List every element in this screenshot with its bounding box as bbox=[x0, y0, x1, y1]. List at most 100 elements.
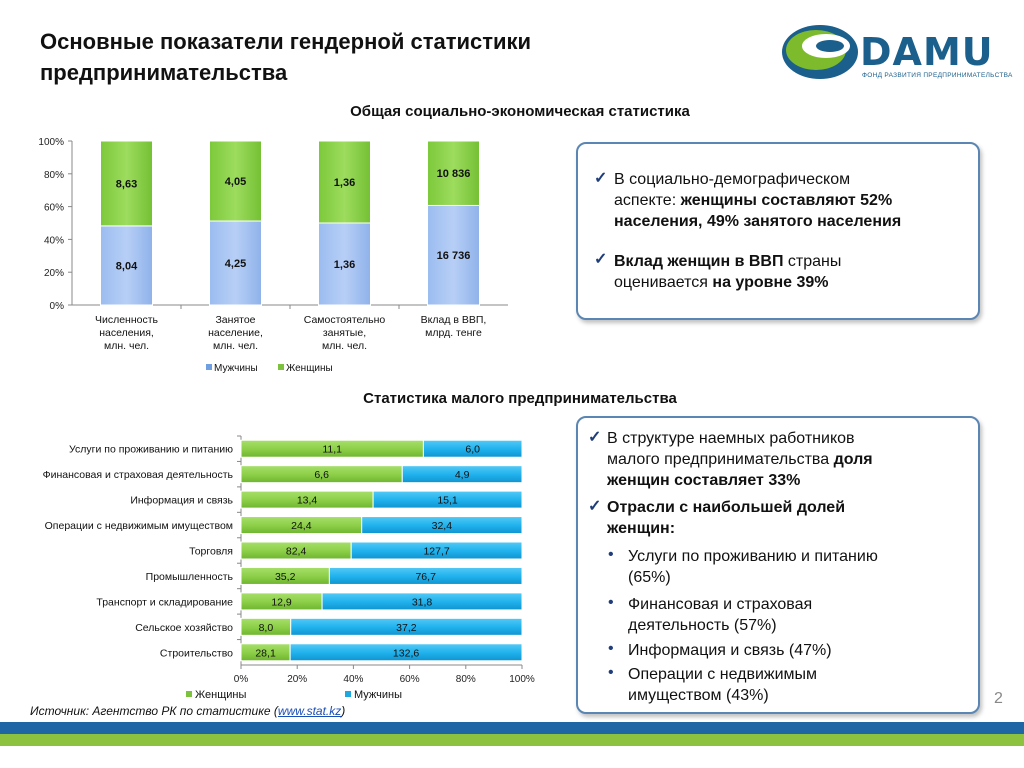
chart2-data-label: 4,9 bbox=[455, 469, 470, 481]
page-number: 2 bbox=[994, 690, 1003, 707]
slide-title-line1: Основные показатели гендерной статистики bbox=[40, 29, 532, 54]
chart1-category-label: население, bbox=[208, 327, 263, 339]
chart2-data-label: 37,2 bbox=[396, 622, 417, 634]
footer-stripe-blue bbox=[0, 722, 1024, 734]
chart2-bar-segment bbox=[361, 516, 523, 535]
logo-subtitle: ФОНД РАЗВИТИЯ ПРЕДПРИНИМАТЕЛЬСТВА bbox=[862, 72, 1013, 79]
chart2-bar-segment bbox=[372, 490, 523, 509]
chart2-legend-swatch-women bbox=[186, 691, 192, 697]
chart2-category-label: Информация и связь bbox=[130, 495, 233, 507]
section1-title: Общая социально-экономическая статистика bbox=[350, 103, 690, 120]
bullet-icon: • bbox=[608, 640, 614, 657]
chart2-bar-segment bbox=[401, 465, 523, 484]
chart2-category-label: Транспорт и складирование bbox=[96, 596, 233, 608]
box1-p2-line1: Вклад женщин в ВВП страны bbox=[614, 251, 841, 272]
source-note: Источник: Агентство РК по статистике (ww… bbox=[30, 704, 345, 718]
box1-p2-bold: Вклад женщин в ВВП bbox=[614, 253, 784, 270]
slide-title-line2: предпринимательства bbox=[40, 60, 288, 85]
box1-p1-text: аспекте: bbox=[614, 192, 681, 209]
chart2-bar-segment bbox=[350, 541, 523, 560]
chart1-data-label: 1,36 bbox=[334, 259, 355, 271]
check-icon: ✓ bbox=[594, 170, 608, 187]
chart1-y-tick-label: 0% bbox=[50, 301, 65, 312]
chart1-category-label: млн. чел. bbox=[104, 340, 149, 352]
chart2-data-label: 35,2 bbox=[275, 571, 296, 583]
chart2-legend-swatch-men bbox=[345, 691, 351, 697]
chart2-data-label: 132,6 bbox=[393, 647, 419, 659]
summary-box-2 bbox=[576, 416, 980, 714]
box2-item-1-line1: Услуги по проживанию и питанию bbox=[628, 548, 878, 565]
chart2-category-label: Услуги по проживанию и питанию bbox=[69, 444, 233, 456]
chart1-category-label: Вклад в ВВП, bbox=[421, 314, 487, 326]
chart2-data-label: 32,4 bbox=[432, 520, 453, 532]
box2-list-item: Операции с недвижимым имуществом (43%) bbox=[628, 664, 817, 706]
box1-paragraph-1: В социально-демографическом аспекте: жен… bbox=[614, 169, 901, 232]
box2-item-2-line2: деятельность (57%) bbox=[628, 617, 777, 634]
chart2-bar-segment bbox=[290, 617, 523, 636]
chart1-legend-swatch-women bbox=[278, 364, 284, 370]
chart1-category-label: млн. чел. bbox=[213, 340, 258, 352]
chart2-data-label: 76,7 bbox=[415, 571, 436, 583]
chart2-category-label: Промышленность bbox=[146, 571, 234, 583]
source-prefix: Источник: Агентство РК по статистике ( bbox=[30, 704, 278, 718]
box2-list-item: Услуги по проживанию и питанию (65%) bbox=[628, 546, 878, 588]
chart1-category-label: Занятое bbox=[215, 314, 255, 326]
chart2-bar-segment bbox=[289, 643, 523, 662]
source-link[interactable]: www.stat.kz bbox=[277, 704, 342, 718]
chart1-bar-segment bbox=[100, 225, 153, 306]
source-suffix: ) bbox=[341, 704, 346, 718]
box1-p1-bold: женщины составляют 52% bbox=[680, 192, 893, 209]
box2-paragraph-2: Отрасли с наибольшей долей женщин: bbox=[607, 497, 845, 539]
box1-p1-line1: В социально-демографическом bbox=[614, 171, 851, 188]
section2-title: Статистика малого предпринимательства bbox=[363, 390, 677, 407]
damu-logo bbox=[782, 25, 858, 79]
chart2-legend-women: Женщины bbox=[195, 689, 246, 701]
chart2-x-tick-label: 20% bbox=[287, 674, 307, 685]
box1-p1-bold-2: населения, 49% занятого населения bbox=[614, 213, 902, 230]
chart2-data-label: 28,1 bbox=[255, 647, 276, 659]
chart1-y-tick-label: 20% bbox=[44, 268, 64, 279]
chart2-data-label: 12,9 bbox=[271, 596, 292, 608]
chart1-category-label: Численность bbox=[95, 314, 159, 326]
chart1-bar-segment bbox=[209, 140, 262, 222]
chart1-bar-segment bbox=[427, 140, 480, 206]
chart1-bar-segment bbox=[427, 204, 480, 306]
chart1-category-label: млн. чел. bbox=[322, 340, 367, 352]
chart1-bar-segment bbox=[209, 220, 262, 306]
chart1-data-label: 8,04 bbox=[116, 260, 138, 272]
chart1-data-label: 4,05 bbox=[225, 176, 246, 188]
chart2-category-label: Торговля bbox=[189, 546, 233, 558]
check-icon: ✓ bbox=[594, 251, 608, 268]
box1-p2-text: страны bbox=[783, 253, 842, 270]
box2-item-2-line1: Финансовая и страховая bbox=[628, 596, 813, 613]
box2-item-1-line2: (65%) bbox=[628, 569, 671, 586]
bullet-icon: • bbox=[608, 594, 614, 611]
box1-p2-line2: оценивается на уровне 39% bbox=[614, 272, 841, 293]
box2-list-item: Финансовая и страховая деятельность (57%… bbox=[628, 594, 812, 636]
chart2-bar-segment bbox=[328, 566, 523, 585]
box2-p1-line2: малого предпринимательства доля bbox=[607, 449, 873, 470]
box2-item-4-line2: имуществом (43%) bbox=[628, 687, 769, 704]
chart2-data-label: 13,4 bbox=[297, 495, 318, 507]
slide-title: Основные показатели гендерной статистики… bbox=[40, 26, 720, 88]
box2-p1-bold-2: женщин составляет 33% bbox=[607, 472, 801, 489]
chart1-y-tick-label: 40% bbox=[44, 235, 64, 246]
box2-p1-line1: В структуре наемных работников bbox=[607, 430, 855, 447]
chart1-data-label: 1,36 bbox=[334, 177, 355, 189]
box2-list-item: Информация и связь (47%) bbox=[628, 640, 832, 661]
chart1-category-label: занятые, bbox=[323, 327, 366, 339]
chart1-data-label: 10 836 bbox=[437, 168, 471, 180]
chart2-data-label: 6,0 bbox=[465, 444, 480, 456]
box2-p1-text: малого предпринимательства bbox=[607, 451, 834, 468]
check-icon: ✓ bbox=[588, 498, 602, 515]
chart2-data-label: 31,8 bbox=[412, 596, 433, 608]
chart2-category-label: Операции с недвижимым имуществом bbox=[45, 520, 233, 532]
box2-p1-line3: женщин составляет 33% bbox=[607, 470, 873, 491]
box1-paragraph-2: Вклад женщин в ВВП страны оценивается на… bbox=[614, 251, 841, 293]
chart1-legend-women: Женщины bbox=[286, 363, 333, 374]
box1-p1-line3: населения, 49% занятого населения bbox=[614, 211, 901, 232]
logo-name: DAMU bbox=[860, 30, 994, 74]
box2-p2-bold-2: женщин: bbox=[607, 520, 676, 537]
chart2-data-label: 6,6 bbox=[314, 469, 329, 481]
